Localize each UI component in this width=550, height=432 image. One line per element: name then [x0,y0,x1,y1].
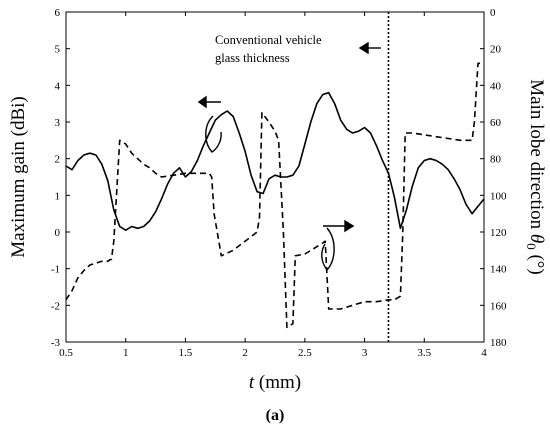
right-y-axis-label-unit: (°) [526,250,547,275]
x-axis: 0.5 1 1.5 2 2.5 3 3.5 4 [59,12,487,359]
x-axis-label-variable: t [249,372,255,393]
right-y-tick-label: 80 [490,154,502,166]
left-axis-marker-arrow [197,95,222,153]
figure-caption: (a) [266,407,285,424]
right-y-axis-label: Main lobe direction θ0 (°) [524,79,547,274]
right-y-tick-label: 100 [490,190,507,202]
right-y-axis-label-text: Main lobe direction [526,79,547,234]
left-y-tick-label: 5 [55,44,61,56]
maximum-gain-line [65,91,485,231]
left-y-tick-label: 6 [55,7,61,19]
x-tick-label: 4 [481,347,487,359]
annotation-arrow [358,41,381,55]
right-axis-marker-arrow [321,219,355,272]
right-y-tick-label: 0 [490,7,496,19]
x-tick-label: 1.5 [179,347,193,359]
series-group [65,62,485,329]
left-y-tick-label: 3 [55,117,61,129]
right-y-axis: 0 20 40 60 80 100 120 140 160 180 [480,7,507,349]
x-axis-label: t (mm) [249,372,301,393]
x-tick-label: 0.5 [59,347,73,359]
left-y-tick-label: -1 [51,264,60,276]
x-tick-label: 3 [362,347,368,359]
left-y-tick-label: 1 [55,190,61,202]
left-y-tick-label: 4 [55,80,61,92]
annotation-text-line2: glass thickness [215,51,290,65]
right-y-tick-label: 60 [490,117,502,129]
left-y-tick-label: 0 [55,227,61,239]
x-tick-label: 1 [123,347,129,359]
right-y-axis-label-subscript: 0 [524,243,539,250]
right-y-tick-label: 40 [490,80,502,92]
x-tick-label: 2 [242,347,248,359]
annotation-text-line1: Conventional vehicle [215,33,322,47]
right-y-tick-label: 20 [490,44,502,56]
x-tick-label: 3.5 [417,347,431,359]
plot-area [65,11,485,343]
left-y-tick-label: -2 [51,300,60,312]
right-y-tick-label: 120 [490,227,507,239]
left-y-tick-label: -3 [51,337,61,349]
x-axis-label-unit: (mm) [259,372,301,393]
right-y-tick-label: 140 [490,264,507,276]
x-tick-label: 2.5 [298,347,312,359]
left-y-axis: -3 -2 -1 0 1 2 3 4 5 6 [51,7,70,349]
right-y-axis-label-theta: θ [526,234,547,243]
main-lobe-direction-line [65,62,484,329]
left-y-tick-label: 2 [55,154,61,166]
right-y-tick-label: 160 [490,300,507,312]
left-y-axis-label: Maximum gain (dBi) [8,96,29,257]
right-y-tick-label: 180 [490,337,507,349]
